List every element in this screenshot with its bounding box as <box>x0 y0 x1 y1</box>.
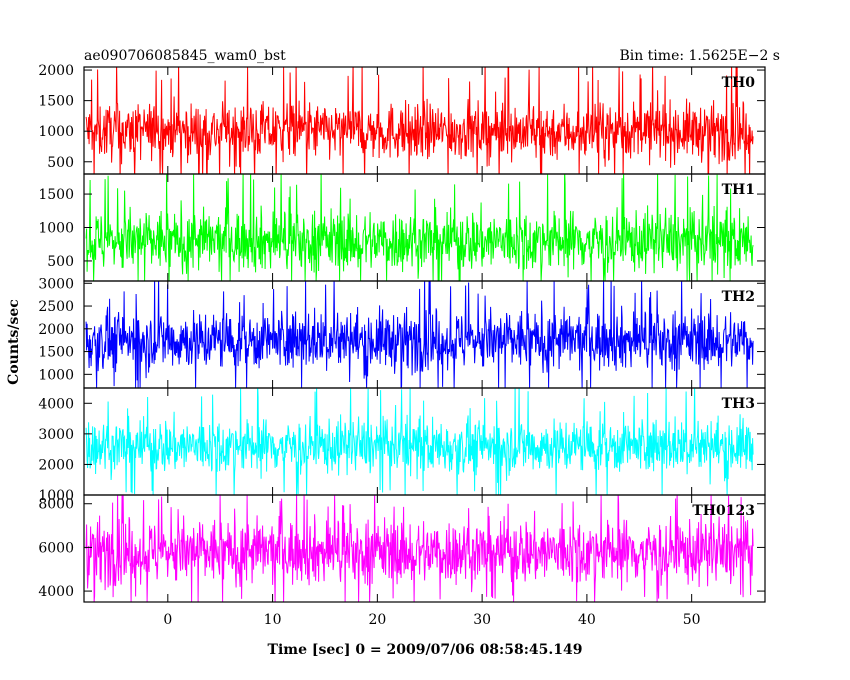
y-tick-label: 1500 <box>38 94 74 110</box>
series-line-th2 <box>85 281 754 388</box>
y-tick-label: 3000 <box>38 276 74 292</box>
y-tick-label: 1000 <box>38 488 74 504</box>
y-tick-label: 2000 <box>38 63 74 79</box>
x-axis-label: Time [sec] 0 = 2009/07/06 08:58:45.149 <box>268 642 583 658</box>
y-tick-label: 2500 <box>38 299 74 315</box>
series-name-label: TH3 <box>722 396 755 412</box>
panel-th0123: 4000 6000 8000 TH0123 <box>38 494 766 603</box>
series-name-label: TH1 <box>722 182 755 198</box>
y-axis-label: Counts/sec <box>6 299 22 385</box>
x-tick-label: 10 <box>264 612 282 628</box>
y-tick-label: 8000 <box>38 497 74 513</box>
y-tick-label: 1000 <box>38 221 74 237</box>
chart-title-left: ae090706085845_wam0_bst <box>84 48 286 64</box>
y-tick-label: 6000 <box>38 540 74 556</box>
panel-frame <box>83 494 766 603</box>
panel-th0: 500 1000 1500 2000 TH0 <box>38 63 766 175</box>
y-tick-label: 3000 <box>38 427 74 443</box>
series-line-th0 <box>85 67 754 174</box>
y-tick-label: 500 <box>47 155 74 171</box>
y-tick-label: 4000 <box>38 396 74 412</box>
y-tick-label: 4000 <box>38 584 74 600</box>
x-tick-label: 40 <box>578 612 596 628</box>
y-tick-label: 500 <box>47 254 74 270</box>
x-tick-label: 50 <box>683 612 701 628</box>
series-line-th0123 <box>85 495 754 602</box>
series-line-th1 <box>85 174 754 281</box>
y-tick-label: 2000 <box>38 322 74 338</box>
series-name-label: TH0123 <box>692 503 755 519</box>
series-name-label: TH0 <box>722 75 756 91</box>
panels-group: 500 1000 1500 2000 TH0 500 1000 1500 TH1 1000 1500… <box>38 63 766 603</box>
y-tick-label: 1000 <box>38 124 74 140</box>
x-axis: 0 10 20 30 40 50 <box>163 612 700 628</box>
chart-title-right: Bin time: 1.5625E−2 s <box>619 48 780 64</box>
y-tick-label: 1500 <box>38 345 74 361</box>
x-tick-label: 30 <box>473 612 491 628</box>
y-tick-label: 1500 <box>38 187 74 203</box>
series-line-th3 <box>85 388 754 495</box>
panel-th3: 1000 2000 3000 4000 TH3 <box>38 387 766 504</box>
x-tick-label: 20 <box>368 612 386 628</box>
series-name-label: TH2 <box>722 289 755 305</box>
panel-th1: 500 1000 1500 TH1 <box>38 173 766 282</box>
panel-th2: 1000 1500 2000 2500 3000 TH2 <box>38 276 766 389</box>
y-tick-label: 2000 <box>38 457 74 473</box>
y-tick-label: 1000 <box>38 367 74 383</box>
x-tick-label: 0 <box>163 612 172 628</box>
